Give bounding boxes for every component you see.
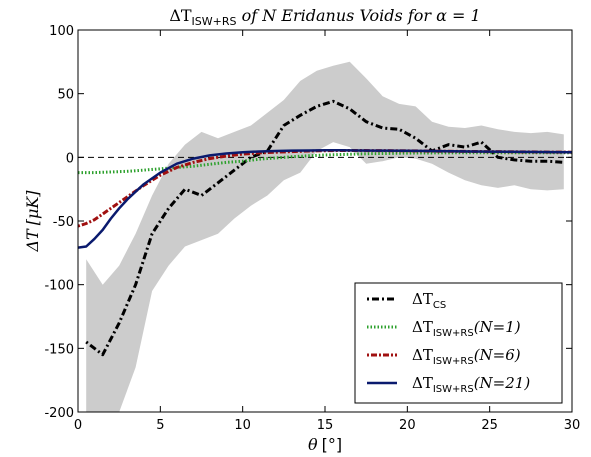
legend-label-main: ΔT	[412, 318, 433, 336]
legend-label: ΔTISW+RS(N=21)	[412, 374, 530, 395]
plot-area	[78, 61, 572, 412]
series-line-t-cs	[85, 99, 564, 357]
title-delta-t: ΔT	[169, 6, 192, 25]
legend-label-sub: ISW+RS	[433, 356, 474, 367]
error-band	[86, 61, 564, 412]
x-tick-label: 20	[399, 418, 416, 433]
x-tick-label: 5	[156, 418, 164, 433]
axis-ticks: 0 5 10 15 20 25 30 -200 -150 -100 -50 0 50 100	[44, 24, 580, 433]
legend-label-main: ΔT	[412, 290, 433, 308]
y-tick-label: -150	[44, 342, 74, 357]
legend: ΔTCSΔTISW+RS(N=1)ΔTISW+RS(N=6)ΔTISW+RS(N…	[354, 282, 563, 404]
legend-label-main: ΔT	[412, 374, 433, 392]
y-tick-label: -200	[44, 406, 74, 421]
legend-label-sub: CS	[433, 300, 446, 311]
legend-label-rest: (N=6)	[474, 346, 521, 364]
chart-title: ΔTISW+RS of N Eridanus Voids for α = 1	[169, 6, 480, 28]
x-axis-symbol: θ	[308, 435, 318, 454]
y-tick-label: -50	[53, 215, 74, 230]
y-tick-label: 50	[57, 88, 74, 103]
y-tick-label: 0	[66, 151, 74, 166]
legend-label-main: ΔT	[412, 346, 433, 364]
series-line-t-isw-rs-n-6	[78, 149, 572, 228]
x-tick-label: 15	[317, 418, 334, 433]
x-axis-unit: [°]	[322, 435, 342, 454]
title-rest: of N Eridanus Voids for α = 1	[237, 6, 481, 25]
y-axis-unit: [μK]	[23, 190, 42, 226]
legend-label: ΔTCS	[412, 290, 446, 311]
legend-label: ΔTISW+RS(N=6)	[412, 346, 521, 367]
legend-label-rest: (N=21)	[474, 374, 531, 392]
x-tick-label: 10	[234, 418, 251, 433]
x-tick-label: 25	[481, 418, 498, 433]
x-axis-label: θ [°]	[308, 435, 342, 454]
legend-label: ΔTISW+RS(N=1)	[412, 318, 521, 339]
y-axis-label: ΔT [μK]	[23, 190, 42, 253]
y-tick-label: -100	[44, 279, 74, 294]
title-subscript: ISW+RS	[192, 15, 237, 28]
x-tick-label: 30	[564, 418, 581, 433]
series-line-t-isw-rs-n-1	[78, 151, 572, 175]
legend-label-rest: (N=1)	[474, 318, 521, 336]
x-tick-label: 0	[74, 418, 82, 433]
series-line-t-isw-rs-n-21	[78, 149, 572, 249]
legend-label-sub: ISW+RS	[433, 328, 474, 339]
y-tick-label: 100	[49, 24, 74, 39]
legend-label-sub: ISW+RS	[433, 384, 474, 395]
y-axis-symbol: ΔT	[23, 228, 42, 253]
